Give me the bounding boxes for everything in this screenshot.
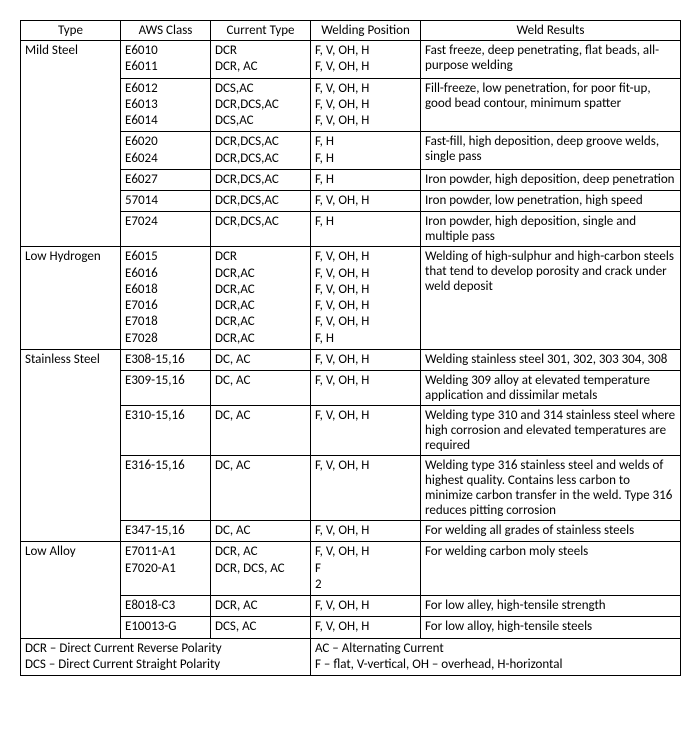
cell-results: Welding stainless steel 301, 302, 303 30… (421, 349, 681, 370)
data-table: Type AWS Class Current Type Welding Posi… (20, 20, 681, 676)
cell-position: F, V, OH, HF2 (311, 542, 421, 596)
cell-current: DC, AC (211, 521, 311, 542)
cell-current: DCS,ACDCR,DCS,ACDCS,AC (211, 78, 311, 132)
col-header-results: Weld Results (421, 21, 681, 41)
cell-position: F, V, OH, H (311, 406, 421, 456)
cell-position: F, V, OH, H (311, 617, 421, 638)
table-row: Low AlloyE7011-A1E7020-A1DCR, ACDCR, DCS… (21, 542, 681, 596)
footer-right: AC – Alternating CurrentF – flat, V-vert… (311, 638, 681, 676)
cell-current: DCR,DCS,ACDCR,DCS,AC (211, 132, 311, 170)
table-row: Mild SteelE6010E6011DCRDCR, ACF, V, OH, … (21, 41, 681, 79)
cell-type: Stainless Steel (21, 349, 121, 542)
cell-aws: E8018-C3 (121, 596, 211, 617)
cell-position: F, V, OH, HF, V, OH, HF, V, OH, HF, V, O… (311, 247, 421, 350)
footer-left: DCR – Direct Current Reverse PolarityDCS… (21, 638, 311, 676)
cell-type: Low Hydrogen (21, 247, 121, 350)
cell-aws: E316-15,16 (121, 456, 211, 521)
cell-current: DCR,DCS,AC (211, 212, 311, 247)
cell-position: F, V, OH, HF, V, OH, HF, V, OH, H (311, 78, 421, 132)
cell-current: DCR, AC (211, 596, 311, 617)
welding-electrode-table: Type AWS Class Current Type Welding Posi… (20, 20, 680, 676)
col-header-aws: AWS Class (121, 21, 211, 41)
cell-aws: E7024 (121, 212, 211, 247)
cell-aws: E10013-G (121, 617, 211, 638)
table-body: Mild SteelE6010E6011DCRDCR, ACF, V, OH, … (21, 41, 681, 639)
cell-position: F, V, OH, HF, V, OH, H (311, 41, 421, 79)
cell-aws: E6010E6011 (121, 41, 211, 79)
table-row: Low HydrogenE6015E6016E6018E7016E7018E70… (21, 247, 681, 350)
cell-aws: E308-15,16 (121, 349, 211, 370)
cell-results: Iron powder, low penetration, high speed (421, 191, 681, 212)
cell-aws: E7011-A1E7020-A1 (121, 542, 211, 596)
cell-results: Welding type 316 stainless steel and wel… (421, 456, 681, 521)
cell-position: F, V, OH, H (311, 191, 421, 212)
cell-current: DC, AC (211, 349, 311, 370)
cell-position: F, H (311, 212, 421, 247)
cell-type: Low Alloy (21, 542, 121, 638)
cell-results: Fast freeze, deep penetrating, flat bead… (421, 41, 681, 79)
cell-aws: E6027 (121, 169, 211, 190)
cell-results: For low alley, high-tensile strength (421, 596, 681, 617)
cell-aws: E6015E6016E6018E7016E7018E7028 (121, 247, 211, 350)
cell-position: F, HF, H (311, 132, 421, 170)
cell-aws: E310-15,16 (121, 406, 211, 456)
cell-results: Fill-freeze, low penetration, for poor f… (421, 78, 681, 132)
cell-position: F, V, OH, H (311, 521, 421, 542)
col-header-position: Welding Position (311, 21, 421, 41)
cell-current: DCS, AC (211, 617, 311, 638)
cell-results: Welding of high-sulphur and high-carbon … (421, 247, 681, 350)
cell-results: Fast-fill, high deposition, deep groove … (421, 132, 681, 170)
cell-current: DCRDCR,ACDCR,ACDCR,ACDCR,ACDCR,AC (211, 247, 311, 350)
cell-aws: E6012E6013E6014 (121, 78, 211, 132)
cell-position: F, V, OH, H (311, 349, 421, 370)
cell-aws: E309-15,16 (121, 371, 211, 406)
cell-position: F, V, OH, H (311, 371, 421, 406)
cell-results: Iron powder, high deposition, deep penet… (421, 169, 681, 190)
cell-current: DCR,DCS,AC (211, 191, 311, 212)
header-row: Type AWS Class Current Type Welding Posi… (21, 21, 681, 41)
cell-results: For welding carbon moly steels (421, 542, 681, 596)
cell-current: DC, AC (211, 406, 311, 456)
cell-type: Mild Steel (21, 41, 121, 247)
col-header-type: Type (21, 21, 121, 41)
cell-current: DC, AC (211, 371, 311, 406)
cell-position: F, V, OH, H (311, 456, 421, 521)
cell-results: Welding 309 alloy at elevated temperatur… (421, 371, 681, 406)
cell-results: For welding all grades of stainless stee… (421, 521, 681, 542)
cell-results: Iron powder, high deposition, single and… (421, 212, 681, 247)
table-row: Stainless SteelE308-15,16DC, ACF, V, OH,… (21, 349, 681, 370)
cell-current: DCRDCR, AC (211, 41, 311, 79)
col-header-current: Current Type (211, 21, 311, 41)
footer-row: DCR – Direct Current Reverse PolarityDCS… (21, 638, 681, 676)
cell-aws: 57014 (121, 191, 211, 212)
cell-results: Welding type 310 and 314 stainless steel… (421, 406, 681, 456)
cell-aws: E6020E6024 (121, 132, 211, 170)
cell-results: For low alloy, high-tensile steels (421, 617, 681, 638)
cell-current: DC, AC (211, 456, 311, 521)
cell-position: F, H (311, 169, 421, 190)
cell-current: DCR,DCS,AC (211, 169, 311, 190)
cell-position: F, V, OH, H (311, 596, 421, 617)
cell-current: DCR, ACDCR, DCS, AC (211, 542, 311, 596)
cell-aws: E347-15,16 (121, 521, 211, 542)
